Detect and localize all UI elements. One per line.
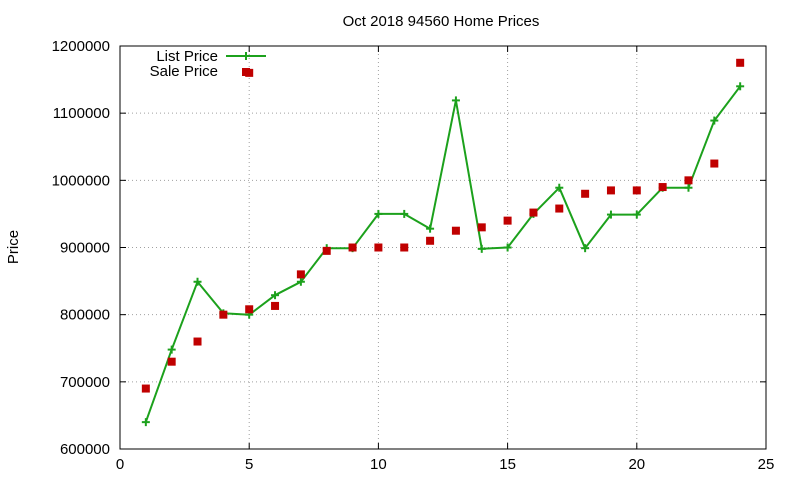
sale-price-point (555, 204, 564, 213)
list-price-point (710, 116, 719, 125)
sale-price-point (503, 216, 512, 225)
list-price-point (736, 82, 745, 91)
plot-series (141, 58, 745, 427)
sale-price-point (245, 305, 254, 314)
sale-price-point (658, 183, 667, 192)
x-tick-label: 10 (370, 456, 387, 473)
list-price-point (451, 96, 460, 105)
list-price-point (477, 244, 486, 253)
legend: List Price Sale Price (150, 48, 266, 80)
list-price-point (400, 209, 409, 218)
sale-price-point (167, 357, 176, 366)
x-tick-label: 0 (116, 456, 124, 473)
x-tick-label: 20 (628, 456, 645, 473)
y-tick-label: 800000 (60, 307, 110, 324)
list-price-point (374, 209, 383, 218)
sale-price-point (477, 223, 486, 232)
list-price-point (193, 277, 202, 286)
sale-price-point (632, 186, 641, 195)
x-tick-label: 25 (758, 456, 775, 473)
sale-price-point (710, 159, 719, 168)
list-price-point (167, 345, 176, 354)
list-price-line (144, 85, 741, 423)
list-price-point (684, 183, 693, 192)
legend-label-sale-price: Sale Price (150, 63, 218, 80)
list-price-point (632, 210, 641, 219)
sale-price-point (271, 301, 280, 310)
x-tick-label: 5 (245, 456, 253, 473)
list-price-point (426, 224, 435, 233)
sale-price-point (141, 384, 150, 393)
sale-price-point (219, 310, 228, 319)
list-price-point (296, 277, 305, 286)
grid (120, 46, 766, 449)
sale-price-point (426, 236, 435, 245)
list-price-point (503, 243, 512, 252)
y-tick-label: 1200000 (52, 38, 110, 55)
sale-price-point (322, 246, 331, 255)
sale-price-point (400, 243, 409, 252)
y-tick-label: 1100000 (53, 105, 110, 122)
sale-price-point (296, 270, 305, 279)
y-axis-label: Price (5, 230, 22, 264)
sale-price-point (606, 186, 615, 195)
y-tick-label: 1000000 (52, 172, 110, 189)
legend-marker-list-price (242, 52, 250, 60)
legend-label-list-price: List Price (156, 48, 218, 65)
sale-price-point (581, 189, 590, 198)
sale-price-point (193, 337, 202, 346)
sale-price-point (736, 58, 745, 67)
sale-price-point (348, 243, 357, 252)
list-price-point (555, 183, 564, 192)
y-tick-label: 900000 (60, 240, 110, 257)
sale-price-point (451, 226, 460, 235)
y-tick-label: 700000 (60, 374, 110, 391)
sale-price-point (529, 208, 538, 217)
list-price-point (271, 291, 280, 300)
axis-ticks: 0 5 10 15 20 25 600000 700000 800000 900000 100000… (52, 38, 775, 473)
sale-price-point (374, 243, 383, 252)
list-price-point (141, 418, 150, 427)
x-tick-label: 15 (499, 456, 516, 473)
list-price-point (606, 210, 615, 219)
chart-title: Oct 2018 94560 Home Prices (343, 13, 540, 30)
sale-price-point (684, 176, 693, 185)
legend-marker-sale-price (242, 68, 250, 76)
list-price-point (581, 244, 590, 253)
y-tick-label: 600000 (60, 441, 110, 458)
